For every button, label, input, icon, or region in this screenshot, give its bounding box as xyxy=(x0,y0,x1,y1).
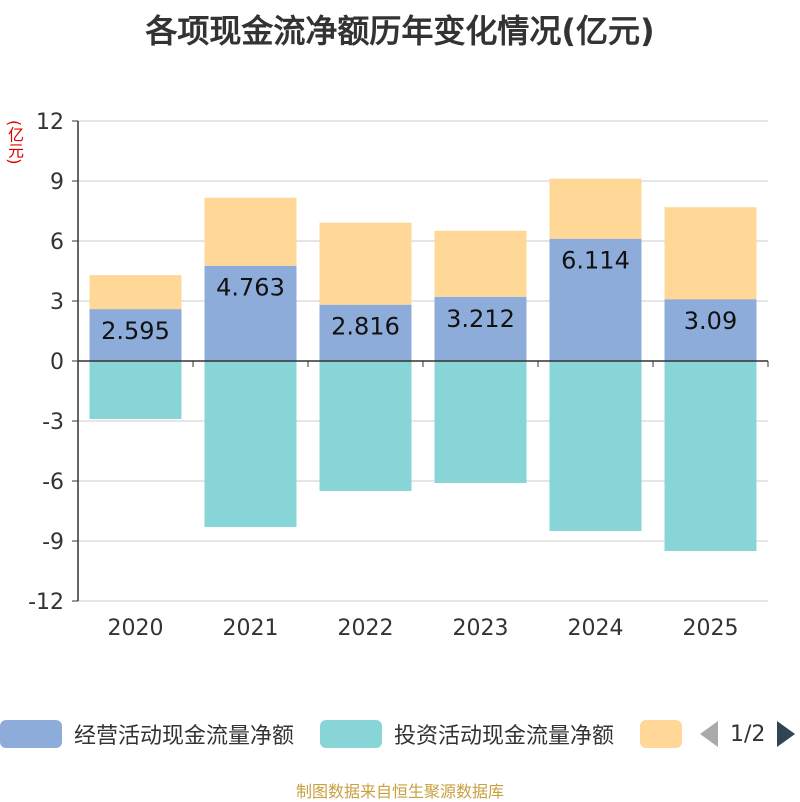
bar-operating xyxy=(89,309,182,361)
legend-item-investing[interactable]: 投资活动现金流量净额 xyxy=(320,716,614,752)
bar-investing xyxy=(204,361,297,527)
bar-investing xyxy=(664,361,757,551)
bar-financing xyxy=(549,178,642,239)
bar-data-label: 3.09 xyxy=(684,307,737,335)
bar-financing xyxy=(434,230,527,297)
bar-data-label: 4.763 xyxy=(216,274,285,302)
bar-investing xyxy=(89,361,182,419)
next-page-icon[interactable] xyxy=(777,721,796,747)
bar-financing xyxy=(664,207,757,300)
bar-investing xyxy=(549,361,642,531)
legend-page-indicator: 1/2 xyxy=(730,721,766,747)
bar-financing xyxy=(319,222,412,305)
y-tick-label: -6 xyxy=(42,470,64,495)
bar-operating xyxy=(319,304,412,361)
x-tick-label: 2024 xyxy=(568,616,624,641)
x-tick-label: 2021 xyxy=(223,616,279,641)
bar-investing xyxy=(319,361,412,491)
x-tick-label: 2023 xyxy=(453,616,509,641)
bar-operating xyxy=(664,299,757,361)
legend-pager: 1/2 xyxy=(700,716,796,752)
bar-financing xyxy=(89,275,182,310)
y-tick-label: 12 xyxy=(36,110,64,135)
bar-operating xyxy=(549,238,642,361)
legend-swatch-financing xyxy=(640,720,682,748)
y-tick-label: -3 xyxy=(42,410,64,435)
x-tick-label: 2022 xyxy=(338,616,394,641)
legend-label-investing: 投资活动现金流量净额 xyxy=(394,724,615,749)
bar-financing xyxy=(204,197,297,266)
y-tick-label: -12 xyxy=(28,590,64,615)
legend-label-operating: 经营活动现金流量净额 xyxy=(74,724,295,749)
legend-item-financing[interactable] xyxy=(640,716,694,752)
y-axis-label: (亿元) xyxy=(5,120,24,165)
x-tick-label: 2025 xyxy=(683,616,739,641)
x-tick-label: 2020 xyxy=(108,616,164,641)
y-tick-label: 3 xyxy=(50,290,64,315)
bar-investing xyxy=(434,361,527,483)
y-tick-label: -9 xyxy=(42,530,64,555)
legend-swatch-investing xyxy=(320,720,382,748)
bar-data-label: 3.212 xyxy=(446,305,515,333)
bar-operating xyxy=(204,265,297,361)
bar-data-label: 6.114 xyxy=(561,247,630,275)
y-tick-label: 6 xyxy=(50,230,64,255)
y-tick-label: 0 xyxy=(50,350,64,375)
legend-swatch-operating xyxy=(0,720,62,748)
y-tick-label: 9 xyxy=(50,170,64,195)
prev-page-icon[interactable] xyxy=(700,721,718,747)
data-source-footer: 制图数据来自恒生聚源数据库 xyxy=(295,782,504,801)
bar-data-label: 2.816 xyxy=(331,313,400,341)
bar-operating xyxy=(434,296,527,361)
legend-item-operating[interactable]: 经营活动现金流量净额 xyxy=(0,716,294,752)
chart-title: 各项现金流净额历年变化情况(亿元) xyxy=(145,12,655,50)
bar-data-label: 2.595 xyxy=(101,317,170,345)
legend: 经营活动现金流量净额 投资活动现金流量净额 xyxy=(0,716,800,752)
